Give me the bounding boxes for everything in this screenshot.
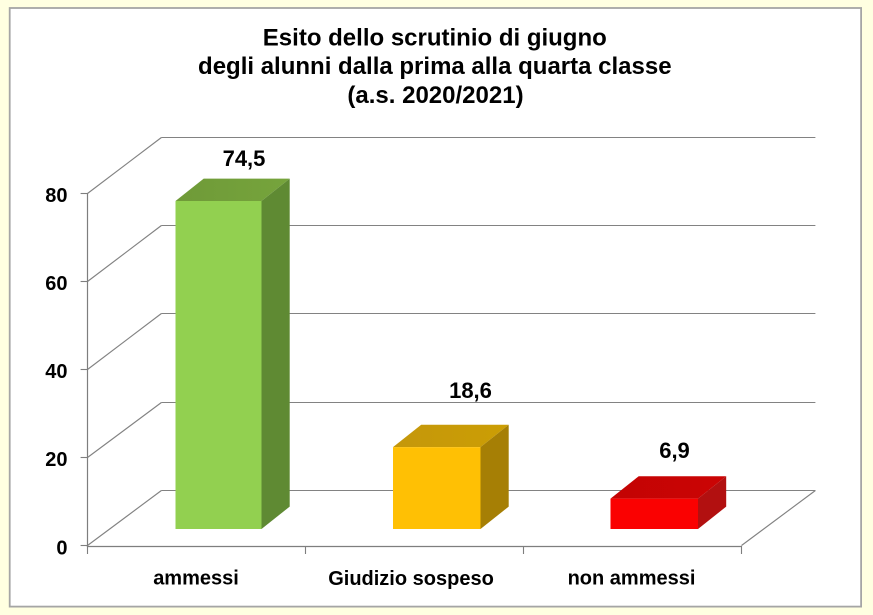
- svg-text:Giudizio sospeso: Giudizio sospeso: [328, 568, 494, 590]
- svg-text:74,5: 74,5: [223, 146, 266, 171]
- svg-text:0: 0: [56, 537, 67, 559]
- svg-text:(a.s. 2020/2021): (a.s. 2020/2021): [347, 82, 523, 109]
- svg-text:ammessi: ammessi: [153, 568, 239, 590]
- svg-text:60: 60: [45, 273, 67, 295]
- svg-text:18,6: 18,6: [449, 378, 492, 403]
- svg-text:20: 20: [45, 449, 67, 471]
- svg-text:40: 40: [45, 361, 67, 383]
- svg-text:Esito dello scrutinio di giugn: Esito dello scrutinio di giugno: [263, 25, 607, 52]
- svg-text:6,9: 6,9: [659, 438, 690, 463]
- svg-text:80: 80: [45, 185, 67, 207]
- svg-text:non ammessi: non ammessi: [568, 568, 696, 590]
- svg-text:degli alunni dalla prima alla: degli alunni dalla prima alla quarta cla…: [198, 53, 672, 80]
